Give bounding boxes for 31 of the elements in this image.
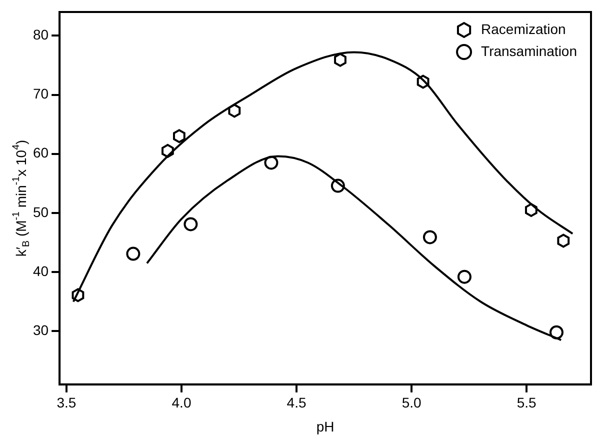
x-axis-title: pH (316, 418, 334, 434)
y-tick-label: 50 (32, 204, 49, 220)
point (264, 156, 278, 170)
y-tick-label: 60 (32, 144, 49, 161)
x-tick-label: 4.0 (172, 394, 192, 411)
x-tick-label: 5.5 (516, 394, 537, 411)
point (549, 325, 564, 340)
point (422, 230, 437, 244)
x-tick-label: 4.5 (286, 394, 306, 411)
line-series (146, 155, 562, 342)
point (173, 129, 186, 144)
x-tick-label: 5.0 (402, 394, 422, 411)
point (162, 144, 174, 158)
point (330, 178, 345, 193)
point (126, 246, 140, 261)
point (457, 270, 472, 284)
point (72, 288, 84, 302)
point (334, 52, 346, 67)
text: k′B (M-1 min-1x 104) (11, 140, 32, 257)
point (184, 217, 198, 232)
x-tick-label: 3.5 (56, 394, 76, 411)
y-tick-label: 30 (32, 322, 49, 338)
point (416, 74, 430, 89)
point (557, 234, 570, 248)
legend-label: Transamination (481, 42, 578, 59)
y-tick-label: 80 (32, 26, 49, 43)
y-tick-label: 70 (32, 86, 49, 102)
legend-label: Racemization (481, 20, 566, 37)
point (524, 203, 538, 218)
point (228, 104, 241, 118)
y-tick-label: 40 (32, 262, 49, 279)
